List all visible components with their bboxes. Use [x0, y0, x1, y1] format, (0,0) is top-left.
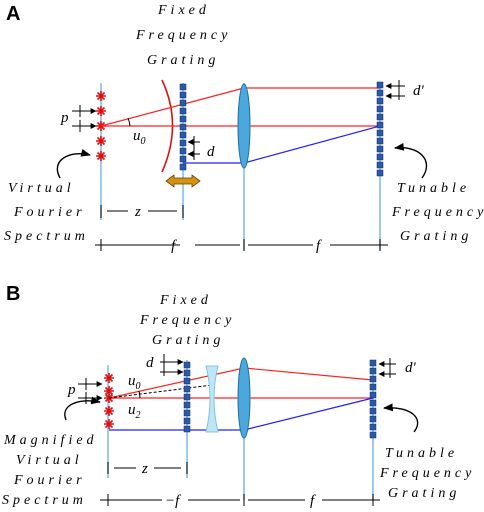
ray-dashed	[108, 384, 213, 399]
angle-arc-u0	[127, 117, 131, 127]
ray-blue-out	[243, 125, 381, 164]
fixed-grating-label-line1: Fixed	[157, 3, 210, 18]
grating-period-d: d	[207, 144, 215, 160]
virtual-label-line1: Virtual	[8, 181, 75, 196]
magnified-label-line4: Spectrum	[2, 493, 87, 508]
star-icon	[104, 406, 114, 416]
angle-label-u0: u0	[133, 128, 146, 147]
tunable-period-dprime: d′	[405, 360, 417, 376]
translation-arrow-icon	[165, 174, 201, 188]
grating-period-d: d	[146, 355, 154, 371]
pitch-label-p: p	[60, 110, 69, 126]
star-icon	[96, 91, 106, 101]
tunable-label-line1: Tunable	[397, 181, 470, 196]
star-icon	[96, 151, 106, 161]
angle-label-u2: u2	[128, 402, 141, 421]
distance-z: z	[134, 204, 141, 220]
star-icon	[104, 419, 114, 429]
distance-neg-f: −f	[165, 493, 181, 509]
star-icon	[96, 136, 106, 146]
pointer-arrow-right	[383, 403, 419, 433]
magnified-label-line2: Virtual	[16, 453, 83, 468]
ray-red-upper-out	[243, 367, 374, 381]
spectrum-orders	[104, 373, 114, 429]
tunable-label-line2: Frequency	[391, 205, 484, 220]
fourier-lens	[237, 357, 251, 439]
tunable-frequency-grating	[376, 81, 384, 177]
star-icon	[104, 386, 114, 396]
fixed-grating-label-line2: Frequency	[139, 313, 235, 328]
spectrum-orders	[96, 91, 106, 161]
distance-neg-f: −f	[161, 238, 177, 254]
panel-letter-a: A	[6, 3, 20, 25]
fixed-frequency-grating	[183, 361, 191, 433]
tunable-label-line3: Grating	[388, 486, 460, 501]
fixed-grating-label-line3: Grating	[147, 53, 219, 68]
tunable-period-dprime: d′	[413, 83, 425, 99]
star-icon	[96, 106, 106, 116]
pointer-arrow-left	[56, 149, 91, 179]
fixed-frequency-grating	[179, 83, 187, 171]
panel-b: B Fixed Frequency Grating p u	[2, 283, 475, 509]
star-icon	[104, 373, 114, 383]
tunable-label-line1: Tunable	[385, 446, 458, 461]
pitch-label-p: p	[67, 382, 76, 398]
distance-f: f	[310, 493, 316, 509]
fourier-lens	[237, 83, 251, 169]
tunable-frequency-grating	[369, 359, 377, 439]
distance-f: f	[316, 238, 322, 254]
ray-blue-out	[243, 397, 374, 431]
angle-arc-u0	[138, 390, 141, 399]
fixed-grating-label-line1: Fixed	[159, 293, 212, 308]
virtual-label-line3: Spectrum	[4, 229, 89, 244]
pointer-arrow-left	[64, 396, 101, 421]
ray-red-upper	[108, 367, 245, 399]
virtual-label-line2: Fourier	[13, 205, 86, 220]
pointer-arrow-right	[394, 142, 428, 179]
panel-a: A Fixed Frequency Grating p	[4, 3, 484, 254]
concave-lens	[205, 365, 219, 433]
fixed-grating-label-line3: Grating	[152, 333, 224, 348]
angle-label-u0: u0	[128, 373, 141, 392]
distance-z: z	[141, 461, 148, 477]
magnified-label-line1: Magnified	[3, 433, 98, 448]
tunable-label-line2: Frequency	[379, 466, 475, 481]
panel-letter-b: B	[6, 283, 20, 305]
tunable-label-line3: Grating	[400, 229, 472, 244]
ray-red-upper	[100, 87, 245, 127]
fixed-grating-label-line2: Frequency	[135, 28, 231, 43]
magnified-label-line3: Fourier	[13, 473, 86, 488]
